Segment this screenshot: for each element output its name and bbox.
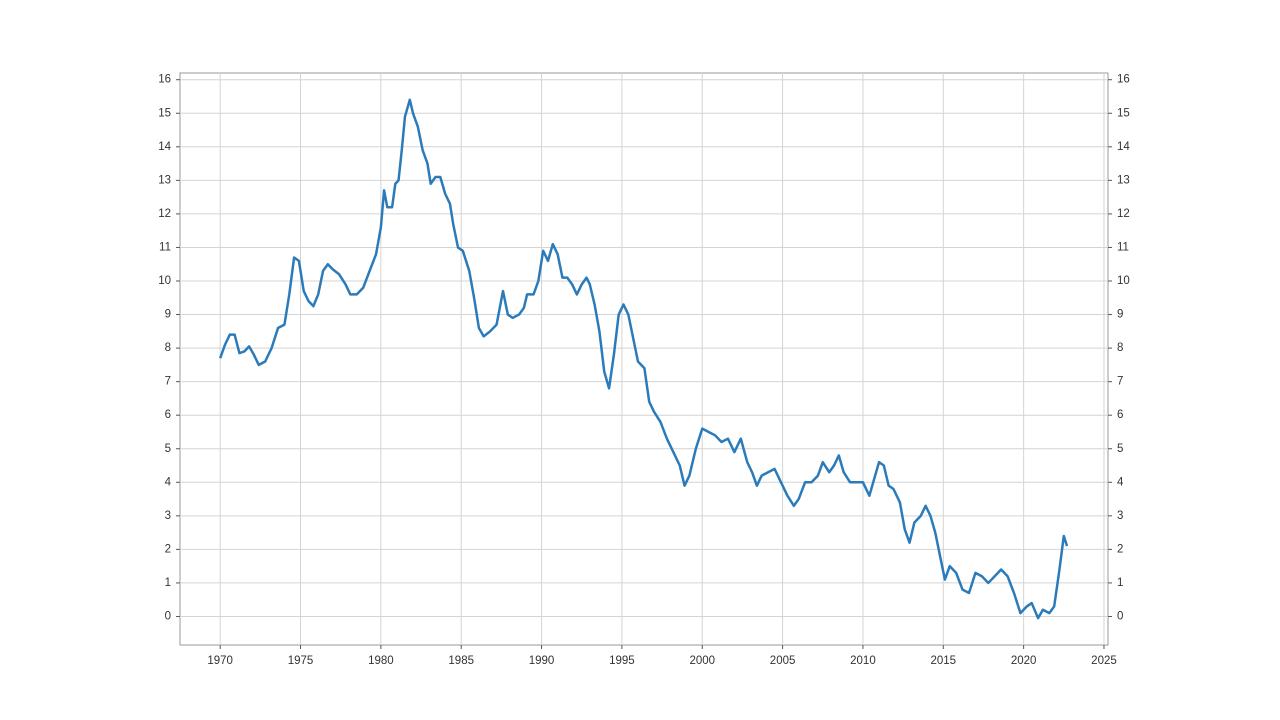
x-tick-label: 1990	[529, 655, 555, 667]
y-tick-label: 2	[165, 543, 171, 555]
y-tick-label: 12	[158, 208, 171, 220]
y-tick-label: 15	[158, 107, 171, 119]
y-tick-label: 4	[165, 476, 172, 488]
y-tick-label: 5	[165, 443, 171, 455]
y2-tick-label: 7	[1117, 376, 1123, 388]
x-tick-label: 1970	[207, 655, 233, 667]
x-tick-label: 2020	[1011, 655, 1037, 667]
y2-tick-label: 16	[1117, 74, 1130, 86]
y-tick-label: 6	[165, 409, 171, 421]
y-tick-label: 14	[158, 141, 171, 153]
x-tick-label: 1985	[448, 655, 474, 667]
x-tick-label: 1975	[288, 655, 314, 667]
y2-tick-label: 10	[1117, 275, 1130, 287]
data-line	[218, 98, 1069, 620]
x-tick-label: 2000	[689, 655, 715, 667]
y2-tick-label: 4	[1117, 476, 1124, 488]
y-tick-label: 1	[165, 577, 171, 589]
y2-tick-label: 13	[1117, 174, 1130, 186]
x-tick-label: 2015	[930, 655, 956, 667]
y2-tick-label: 14	[1117, 141, 1130, 153]
y2-tick-label: 2	[1117, 543, 1123, 555]
y2-tick-label: 12	[1117, 208, 1130, 220]
x-tick-label: 2005	[770, 655, 796, 667]
x-tick-label: 2025	[1091, 655, 1117, 667]
plot-frame	[179, 72, 1109, 646]
y-tick-label: 9	[165, 309, 171, 321]
x-tick-label: 1980	[368, 655, 394, 667]
y2-tick-label: 5	[1117, 443, 1123, 455]
y2-tick-label: 11	[1117, 241, 1129, 253]
y2-tick-label: 0	[1117, 611, 1123, 623]
y2-tick-label: 3	[1117, 510, 1123, 522]
y-tick-label: 0	[165, 611, 171, 623]
y2-tick-label: 9	[1117, 309, 1123, 321]
y2-tick-label: 8	[1117, 342, 1123, 354]
y2-tick-label: 1	[1117, 577, 1123, 589]
y-tick-label: 3	[165, 510, 171, 522]
y-tick-label: 13	[158, 174, 171, 186]
y2-tick-label: 6	[1117, 409, 1123, 421]
y-tick-label: 8	[165, 342, 171, 354]
y-tick-label: 16	[158, 74, 171, 86]
y2-tick-label: 15	[1117, 107, 1130, 119]
y-tick-label: 7	[165, 376, 171, 388]
x-tick-label: 1995	[609, 655, 635, 667]
y-tick-label: 11	[159, 241, 171, 253]
x-tick-label: 2010	[850, 655, 876, 667]
y-tick-label: 10	[158, 275, 171, 287]
